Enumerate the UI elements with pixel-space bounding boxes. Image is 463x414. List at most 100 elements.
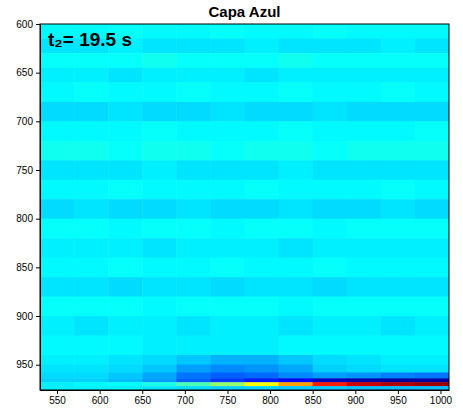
chart: 5506006507007508008509009501000600650700… <box>0 0 463 414</box>
plot-frame <box>40 24 449 390</box>
heat-cell <box>210 102 245 122</box>
heat-cell <box>40 68 75 83</box>
tick-label: 750 <box>16 165 33 176</box>
tick-label: 1000 <box>430 395 453 406</box>
heat-cell <box>108 258 143 278</box>
heat-cell <box>74 335 109 355</box>
heat-cell <box>245 82 280 102</box>
heat-cell <box>245 121 280 141</box>
heat-cell <box>176 160 211 180</box>
heat-cell <box>313 24 348 39</box>
heat-cell <box>313 39 348 54</box>
heat-cell <box>74 382 109 386</box>
heat-cell <box>381 102 416 122</box>
heat-cell <box>176 102 211 122</box>
heat-cell <box>176 199 211 219</box>
heat-cell <box>108 372 143 378</box>
heat-cell <box>381 24 416 39</box>
heat-cell <box>415 365 449 373</box>
heat-cell <box>142 219 177 239</box>
heat-cell <box>176 24 211 39</box>
heat-cell <box>347 277 382 297</box>
heat-cell <box>210 355 245 365</box>
heat-cell <box>210 238 245 258</box>
heat-cell <box>415 378 449 382</box>
heat-cell <box>245 39 280 54</box>
tick-label: 700 <box>177 395 194 406</box>
heat-cell <box>381 378 416 382</box>
heat-cell <box>381 39 416 54</box>
heat-cell <box>176 365 211 373</box>
tick: 900 <box>16 311 40 322</box>
heat-cell <box>176 141 211 161</box>
heat-cell <box>142 39 177 54</box>
heat-cell <box>381 386 416 390</box>
heat-cell <box>210 378 245 382</box>
heat-cell <box>245 199 280 219</box>
heat-cell <box>245 180 280 200</box>
heat-cell <box>313 297 348 317</box>
heat-cell <box>279 219 314 239</box>
tick: 950 <box>390 390 407 406</box>
heat-cell <box>40 141 75 161</box>
heat-cell <box>108 238 143 258</box>
tick-label: 700 <box>16 116 33 127</box>
heat-cell <box>245 160 280 180</box>
heat-cell <box>279 53 314 68</box>
heat-cell <box>279 24 314 39</box>
heat-cell <box>347 238 382 258</box>
heat-cell <box>279 378 314 382</box>
heat-cell <box>74 141 109 161</box>
heat-cell <box>108 180 143 200</box>
heat-cell <box>279 238 314 258</box>
heat-cell <box>176 386 211 390</box>
heat-cell <box>279 102 314 122</box>
heat-cell <box>347 102 382 122</box>
heat-cell <box>245 68 280 83</box>
tick: 700 <box>177 390 194 406</box>
heat-cell <box>40 238 75 258</box>
heat-cell <box>210 53 245 68</box>
heat-cell <box>245 372 280 378</box>
tick: 700 <box>16 116 40 127</box>
heat-cell <box>347 68 382 83</box>
heat-cell <box>347 378 382 382</box>
heat-cell <box>347 53 382 68</box>
tick: 900 <box>347 390 364 406</box>
heat-cell <box>74 102 109 122</box>
heat-cell <box>381 121 416 141</box>
tick-mark <box>313 390 314 394</box>
heat-cell <box>347 386 382 390</box>
heat-cell <box>415 238 449 258</box>
heat-cell <box>108 277 143 297</box>
heat-cell <box>176 238 211 258</box>
tick-mark <box>440 390 441 394</box>
heat-cell <box>142 316 177 336</box>
tick: 800 <box>16 213 40 224</box>
heat-cell <box>415 297 449 317</box>
heat-cell <box>40 53 75 68</box>
plot: 5506006507007508008509009501000600650700… <box>16 19 452 406</box>
tick: 1000 <box>430 390 453 406</box>
heat-cell <box>142 199 177 219</box>
heat-cell <box>347 160 382 180</box>
heat-cell <box>347 82 382 102</box>
heat-cell <box>142 335 177 355</box>
heat-cell <box>210 68 245 83</box>
heat-cell <box>210 277 245 297</box>
heat-cell <box>347 355 382 365</box>
heat-cell <box>74 316 109 336</box>
heat-cell <box>313 219 348 239</box>
heat-cell <box>279 82 314 102</box>
heat-cell <box>210 121 245 141</box>
heat-cell <box>313 365 348 373</box>
heat-cell <box>245 365 280 373</box>
heat-cell <box>415 53 449 68</box>
heat-cell <box>210 258 245 278</box>
heat-cell <box>142 365 177 373</box>
heat-cell <box>142 355 177 365</box>
heat-cell <box>40 382 75 386</box>
heat-cell <box>142 180 177 200</box>
heat-cell <box>142 68 177 83</box>
heat-cell <box>245 141 280 161</box>
